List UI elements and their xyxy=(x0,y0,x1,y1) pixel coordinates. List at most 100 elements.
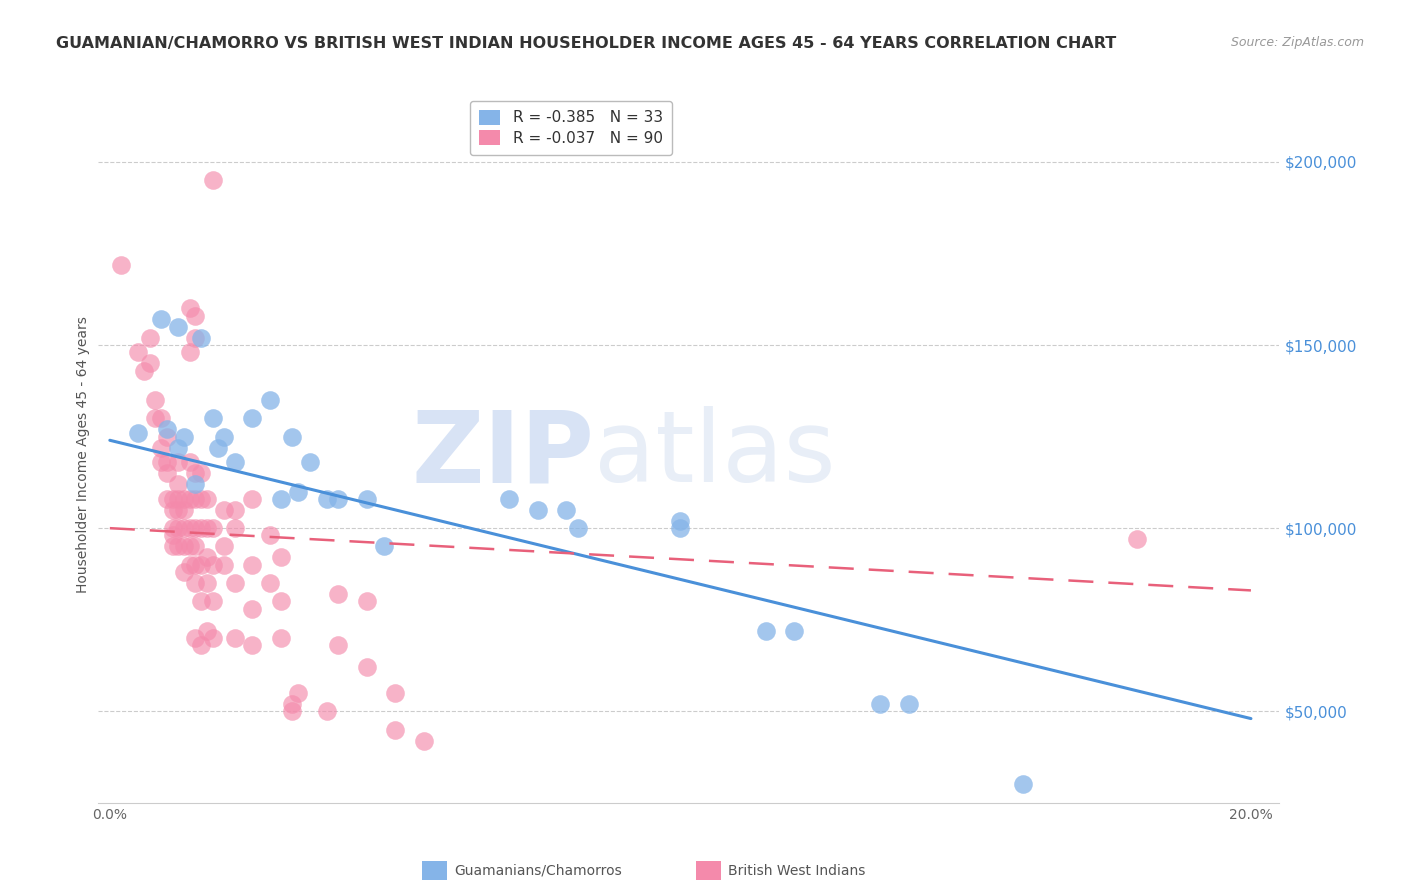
Point xyxy=(281,429,304,443)
Point xyxy=(184,477,207,491)
Point xyxy=(783,624,806,638)
Point xyxy=(755,624,778,638)
Point xyxy=(150,455,173,469)
Point xyxy=(162,540,184,554)
Y-axis label: Householder Income Ages 45 - 64 years: Householder Income Ages 45 - 64 years xyxy=(76,317,90,593)
Point xyxy=(150,441,173,455)
Point xyxy=(190,638,212,652)
Point xyxy=(184,576,207,591)
Point xyxy=(184,521,207,535)
Point xyxy=(242,638,264,652)
Point xyxy=(270,594,292,608)
Point xyxy=(173,521,195,535)
Point xyxy=(242,411,264,425)
Point xyxy=(162,491,184,506)
Point xyxy=(190,521,212,535)
Point xyxy=(195,576,218,591)
Point xyxy=(179,345,201,359)
Point xyxy=(156,429,179,443)
Point xyxy=(150,312,173,326)
Point xyxy=(356,594,378,608)
Point xyxy=(373,540,395,554)
Point xyxy=(145,392,167,407)
Point xyxy=(190,331,212,345)
Text: Source: ZipAtlas.com: Source: ZipAtlas.com xyxy=(1230,36,1364,49)
Legend: R = -0.385   N = 33, R = -0.037   N = 90: R = -0.385 N = 33, R = -0.037 N = 90 xyxy=(470,101,672,154)
Point xyxy=(384,723,406,737)
Point xyxy=(356,491,378,506)
Point xyxy=(281,697,304,711)
Text: Guamanians/Chamorros: Guamanians/Chamorros xyxy=(454,863,621,878)
Point xyxy=(184,331,207,345)
Point xyxy=(167,319,190,334)
Point xyxy=(384,686,406,700)
Point xyxy=(173,429,195,443)
Point xyxy=(259,576,281,591)
Point xyxy=(326,491,349,506)
Text: GUAMANIAN/CHAMORRO VS BRITISH WEST INDIAN HOUSEHOLDER INCOME AGES 45 - 64 YEARS : GUAMANIAN/CHAMORRO VS BRITISH WEST INDIA… xyxy=(56,36,1116,51)
Point xyxy=(127,425,149,440)
Point xyxy=(195,550,218,565)
Point xyxy=(287,686,309,700)
Point xyxy=(270,631,292,645)
Point xyxy=(173,565,195,579)
Point xyxy=(526,503,548,517)
Point xyxy=(195,624,218,638)
Point xyxy=(179,301,201,316)
Point xyxy=(132,364,155,378)
Point xyxy=(270,491,292,506)
Point xyxy=(326,587,349,601)
Point xyxy=(195,521,218,535)
Point xyxy=(173,503,195,517)
Point xyxy=(184,631,207,645)
Point xyxy=(201,558,224,572)
Point xyxy=(326,638,349,652)
Point xyxy=(224,631,246,645)
Point xyxy=(259,528,281,542)
Point xyxy=(184,309,207,323)
Point xyxy=(498,491,520,506)
Point xyxy=(298,455,321,469)
Point xyxy=(156,455,179,469)
Point xyxy=(167,491,190,506)
Point xyxy=(184,467,207,481)
Point xyxy=(224,576,246,591)
Point xyxy=(184,491,207,506)
Point xyxy=(150,411,173,425)
Point xyxy=(162,503,184,517)
Point xyxy=(201,411,224,425)
Point xyxy=(224,503,246,517)
Point xyxy=(167,503,190,517)
Point xyxy=(224,521,246,535)
Point xyxy=(190,491,212,506)
Point xyxy=(139,331,162,345)
Point xyxy=(224,455,246,469)
Point xyxy=(167,477,190,491)
Point xyxy=(173,540,195,554)
Point xyxy=(201,173,224,187)
Point xyxy=(281,704,304,718)
Point xyxy=(156,422,179,436)
Point xyxy=(212,503,235,517)
Point xyxy=(242,601,264,615)
Point xyxy=(869,697,891,711)
Text: atlas: atlas xyxy=(595,407,837,503)
Point xyxy=(242,491,264,506)
Point xyxy=(190,594,212,608)
Point xyxy=(190,467,212,481)
Point xyxy=(1126,532,1149,546)
Point xyxy=(179,521,201,535)
Point xyxy=(139,356,162,370)
Point xyxy=(669,521,692,535)
Point xyxy=(315,704,337,718)
Point xyxy=(567,521,589,535)
Point xyxy=(167,521,190,535)
Point xyxy=(110,258,132,272)
Point xyxy=(201,631,224,645)
Point xyxy=(259,392,281,407)
Point xyxy=(156,467,179,481)
Point xyxy=(315,491,337,506)
Point xyxy=(270,550,292,565)
Point xyxy=(195,491,218,506)
Point xyxy=(555,503,578,517)
